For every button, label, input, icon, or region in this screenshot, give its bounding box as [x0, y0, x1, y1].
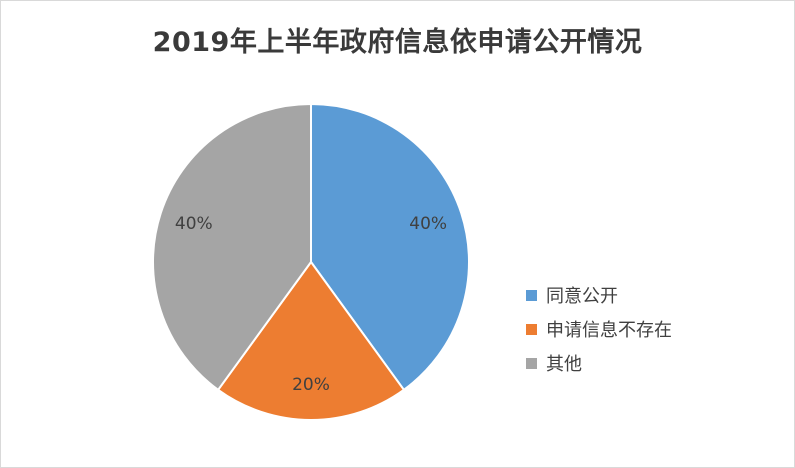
pie-slice-other — [152, 102, 312, 392]
pie-slice-approved — [310, 102, 470, 392]
legend-label-other: 其他 — [546, 354, 582, 375]
data-label-other: 40% — [175, 214, 213, 234]
legend-item-approved: 同意公开 — [526, 278, 672, 312]
chart-title: 2019年上半年政府信息依申请公开情况 — [152, 27, 643, 58]
legend-swatch-other — [526, 357, 537, 369]
data-label-not-exist: 20% — [292, 375, 330, 395]
legend-label-approved: 同意公开 — [546, 286, 618, 307]
legend-label-not-exist: 申请信息不存在 — [546, 320, 672, 341]
legend: 同意公开 申请信息不存在 其他 — [526, 278, 672, 380]
legend-swatch-approved — [526, 289, 537, 301]
data-label-approved: 40% — [409, 214, 447, 234]
legend-item-not-exist: 申请信息不存在 — [526, 312, 672, 346]
legend-swatch-not-exist — [526, 323, 537, 335]
legend-item-other: 其他 — [526, 346, 672, 380]
pie-slice-not-exist — [216, 260, 406, 421]
